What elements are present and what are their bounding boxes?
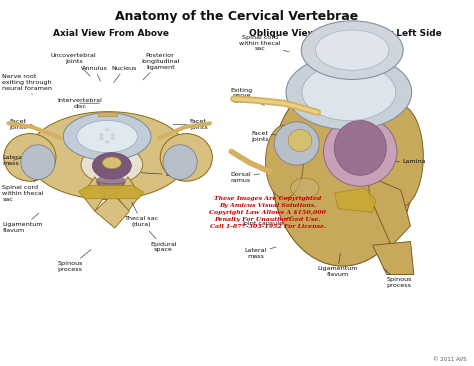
Text: Uncovertebral
joints: Uncovertebral joints [51, 53, 96, 76]
Circle shape [105, 128, 109, 132]
Polygon shape [79, 186, 144, 199]
Circle shape [110, 133, 115, 137]
Text: Intervertebral
disc: Intervertebral disc [331, 71, 400, 82]
Text: Ligamentum
flavum: Ligamentum flavum [317, 253, 358, 277]
Ellipse shape [160, 134, 212, 181]
Polygon shape [82, 177, 106, 211]
Ellipse shape [64, 113, 151, 160]
Ellipse shape [92, 153, 131, 179]
Ellipse shape [4, 134, 56, 181]
Text: Axial View From Above: Axial View From Above [54, 29, 169, 38]
Text: Epidural
space: Epidural space [149, 231, 177, 253]
Circle shape [110, 137, 115, 140]
Text: Joint capsule: Joint capsule [243, 217, 293, 227]
Text: Facet
joints: Facet joints [251, 131, 283, 142]
Text: Ligamentum
flavum: Ligamentum flavum [2, 213, 43, 233]
Ellipse shape [96, 174, 126, 190]
Text: Spinal cord
within thecal
sac: Spinal cord within thecal sac [2, 180, 44, 202]
Text: Annulus: Annulus [82, 66, 108, 81]
Text: © 2011 AVS: © 2011 AVS [433, 357, 467, 362]
Polygon shape [95, 194, 129, 228]
Text: Anatomy of the Cervical Vertebrae: Anatomy of the Cervical Vertebrae [115, 10, 359, 23]
Ellipse shape [274, 122, 319, 165]
Text: Spinous
process: Spinous process [383, 268, 412, 288]
Ellipse shape [334, 120, 386, 175]
Polygon shape [335, 188, 376, 212]
Ellipse shape [323, 117, 397, 186]
Text: Exiting
nerve
roots: Exiting nerve roots [231, 87, 264, 105]
Ellipse shape [376, 105, 423, 208]
Text: Intervertebral
disc: Intervertebral disc [57, 98, 102, 109]
Polygon shape [368, 176, 410, 246]
Ellipse shape [77, 120, 137, 153]
Ellipse shape [288, 130, 312, 152]
Text: Spinal cord
within thecal
sac: Spinal cord within thecal sac [239, 35, 289, 52]
Text: Lateral
mass: Lateral mass [245, 247, 276, 259]
Text: Spinous
process: Spinous process [57, 250, 91, 272]
Ellipse shape [316, 30, 389, 70]
Ellipse shape [302, 64, 396, 121]
Text: Facet
joints: Facet joints [9, 119, 32, 130]
Ellipse shape [291, 178, 319, 198]
Text: Lateral
mass: Lateral mass [2, 155, 25, 166]
Text: Dorsal
ramus: Dorsal ramus [230, 172, 260, 183]
Circle shape [105, 140, 109, 144]
Text: Oblique View from Posterior Left Side: Oblique View from Posterior Left Side [249, 29, 441, 38]
Polygon shape [115, 177, 140, 211]
Circle shape [99, 137, 104, 140]
Ellipse shape [27, 112, 189, 199]
Ellipse shape [102, 157, 121, 169]
Ellipse shape [81, 146, 143, 184]
Text: Facet
joints: Facet joints [173, 119, 207, 130]
Text: These Images Are Copyrighted
By Amicus Visual Solutions.
Copyright Law Allows A : These Images Are Copyrighted By Amicus V… [210, 196, 326, 229]
Text: Thecal sac
(dura): Thecal sac (dura) [124, 202, 158, 227]
Bar [98, 112, 117, 116]
Text: Dura: Dura [355, 134, 391, 139]
Ellipse shape [272, 76, 414, 266]
Circle shape [99, 133, 104, 137]
Ellipse shape [21, 145, 55, 180]
Ellipse shape [265, 125, 303, 198]
Ellipse shape [163, 145, 197, 180]
Text: Lamina: Lamina [141, 172, 189, 178]
Text: Posterior
longitudinal
ligament: Posterior longitudinal ligament [141, 53, 179, 80]
Ellipse shape [301, 21, 403, 79]
Text: Nucleus: Nucleus [111, 66, 137, 82]
Ellipse shape [286, 55, 411, 130]
Polygon shape [373, 242, 414, 274]
Text: Nerve root
exiting through
neural foramen: Nerve root exiting through neural forame… [2, 74, 52, 94]
Text: Lamina: Lamina [378, 159, 426, 164]
